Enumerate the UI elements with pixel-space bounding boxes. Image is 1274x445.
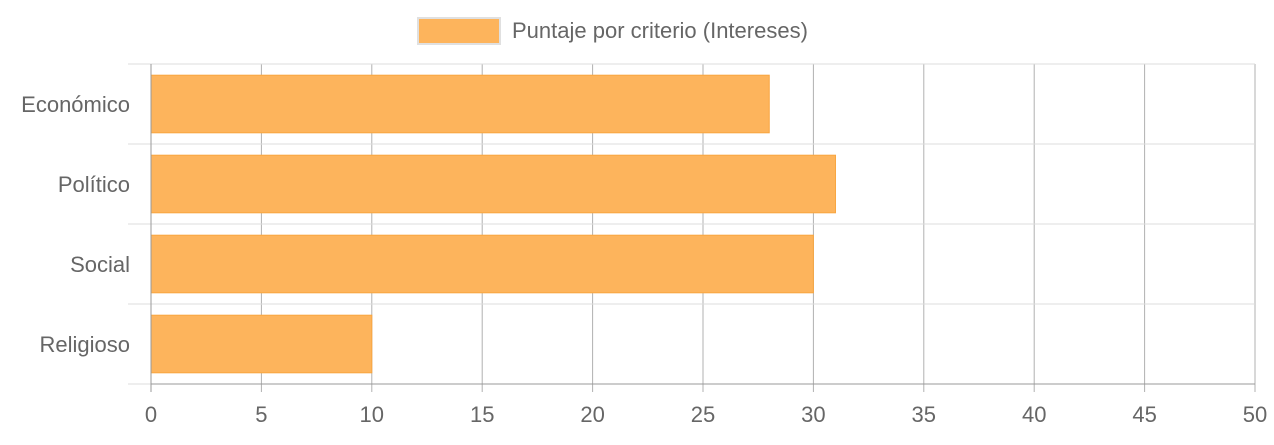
bar[interactable] (150, 234, 814, 294)
x-tick-label: 10 (360, 402, 384, 427)
bars (150, 74, 836, 374)
x-tick-label: 45 (1132, 402, 1156, 427)
bar[interactable] (150, 154, 836, 214)
x-tick-label: 0 (145, 402, 157, 427)
legend-label[interactable]: Puntaje por criterio (Intereses) (512, 18, 808, 43)
bar[interactable] (150, 314, 373, 374)
y-category-label: Social (70, 252, 130, 277)
x-tick-label: 15 (470, 402, 494, 427)
x-tick-label: 40 (1022, 402, 1046, 427)
x-tick-label: 5 (255, 402, 267, 427)
x-tick-label: 50 (1243, 402, 1267, 427)
y-category-label: Económico (21, 92, 130, 117)
y-category-label: Político (58, 172, 130, 197)
bar[interactable] (150, 74, 770, 134)
x-tick-label: 35 (912, 402, 936, 427)
axes: 0 5 10 15 20 25 30 35 40 45 50 Económico Político Soc… (21, 64, 1267, 427)
x-tick-label: 20 (580, 402, 604, 427)
y-category-label: Religioso (40, 332, 131, 357)
legend-swatch[interactable] (417, 17, 501, 45)
x-tick-label: 25 (691, 402, 715, 427)
x-tick-label: 30 (801, 402, 825, 427)
legend[interactable]: Puntaje por criterio (Intereses) (417, 17, 808, 45)
